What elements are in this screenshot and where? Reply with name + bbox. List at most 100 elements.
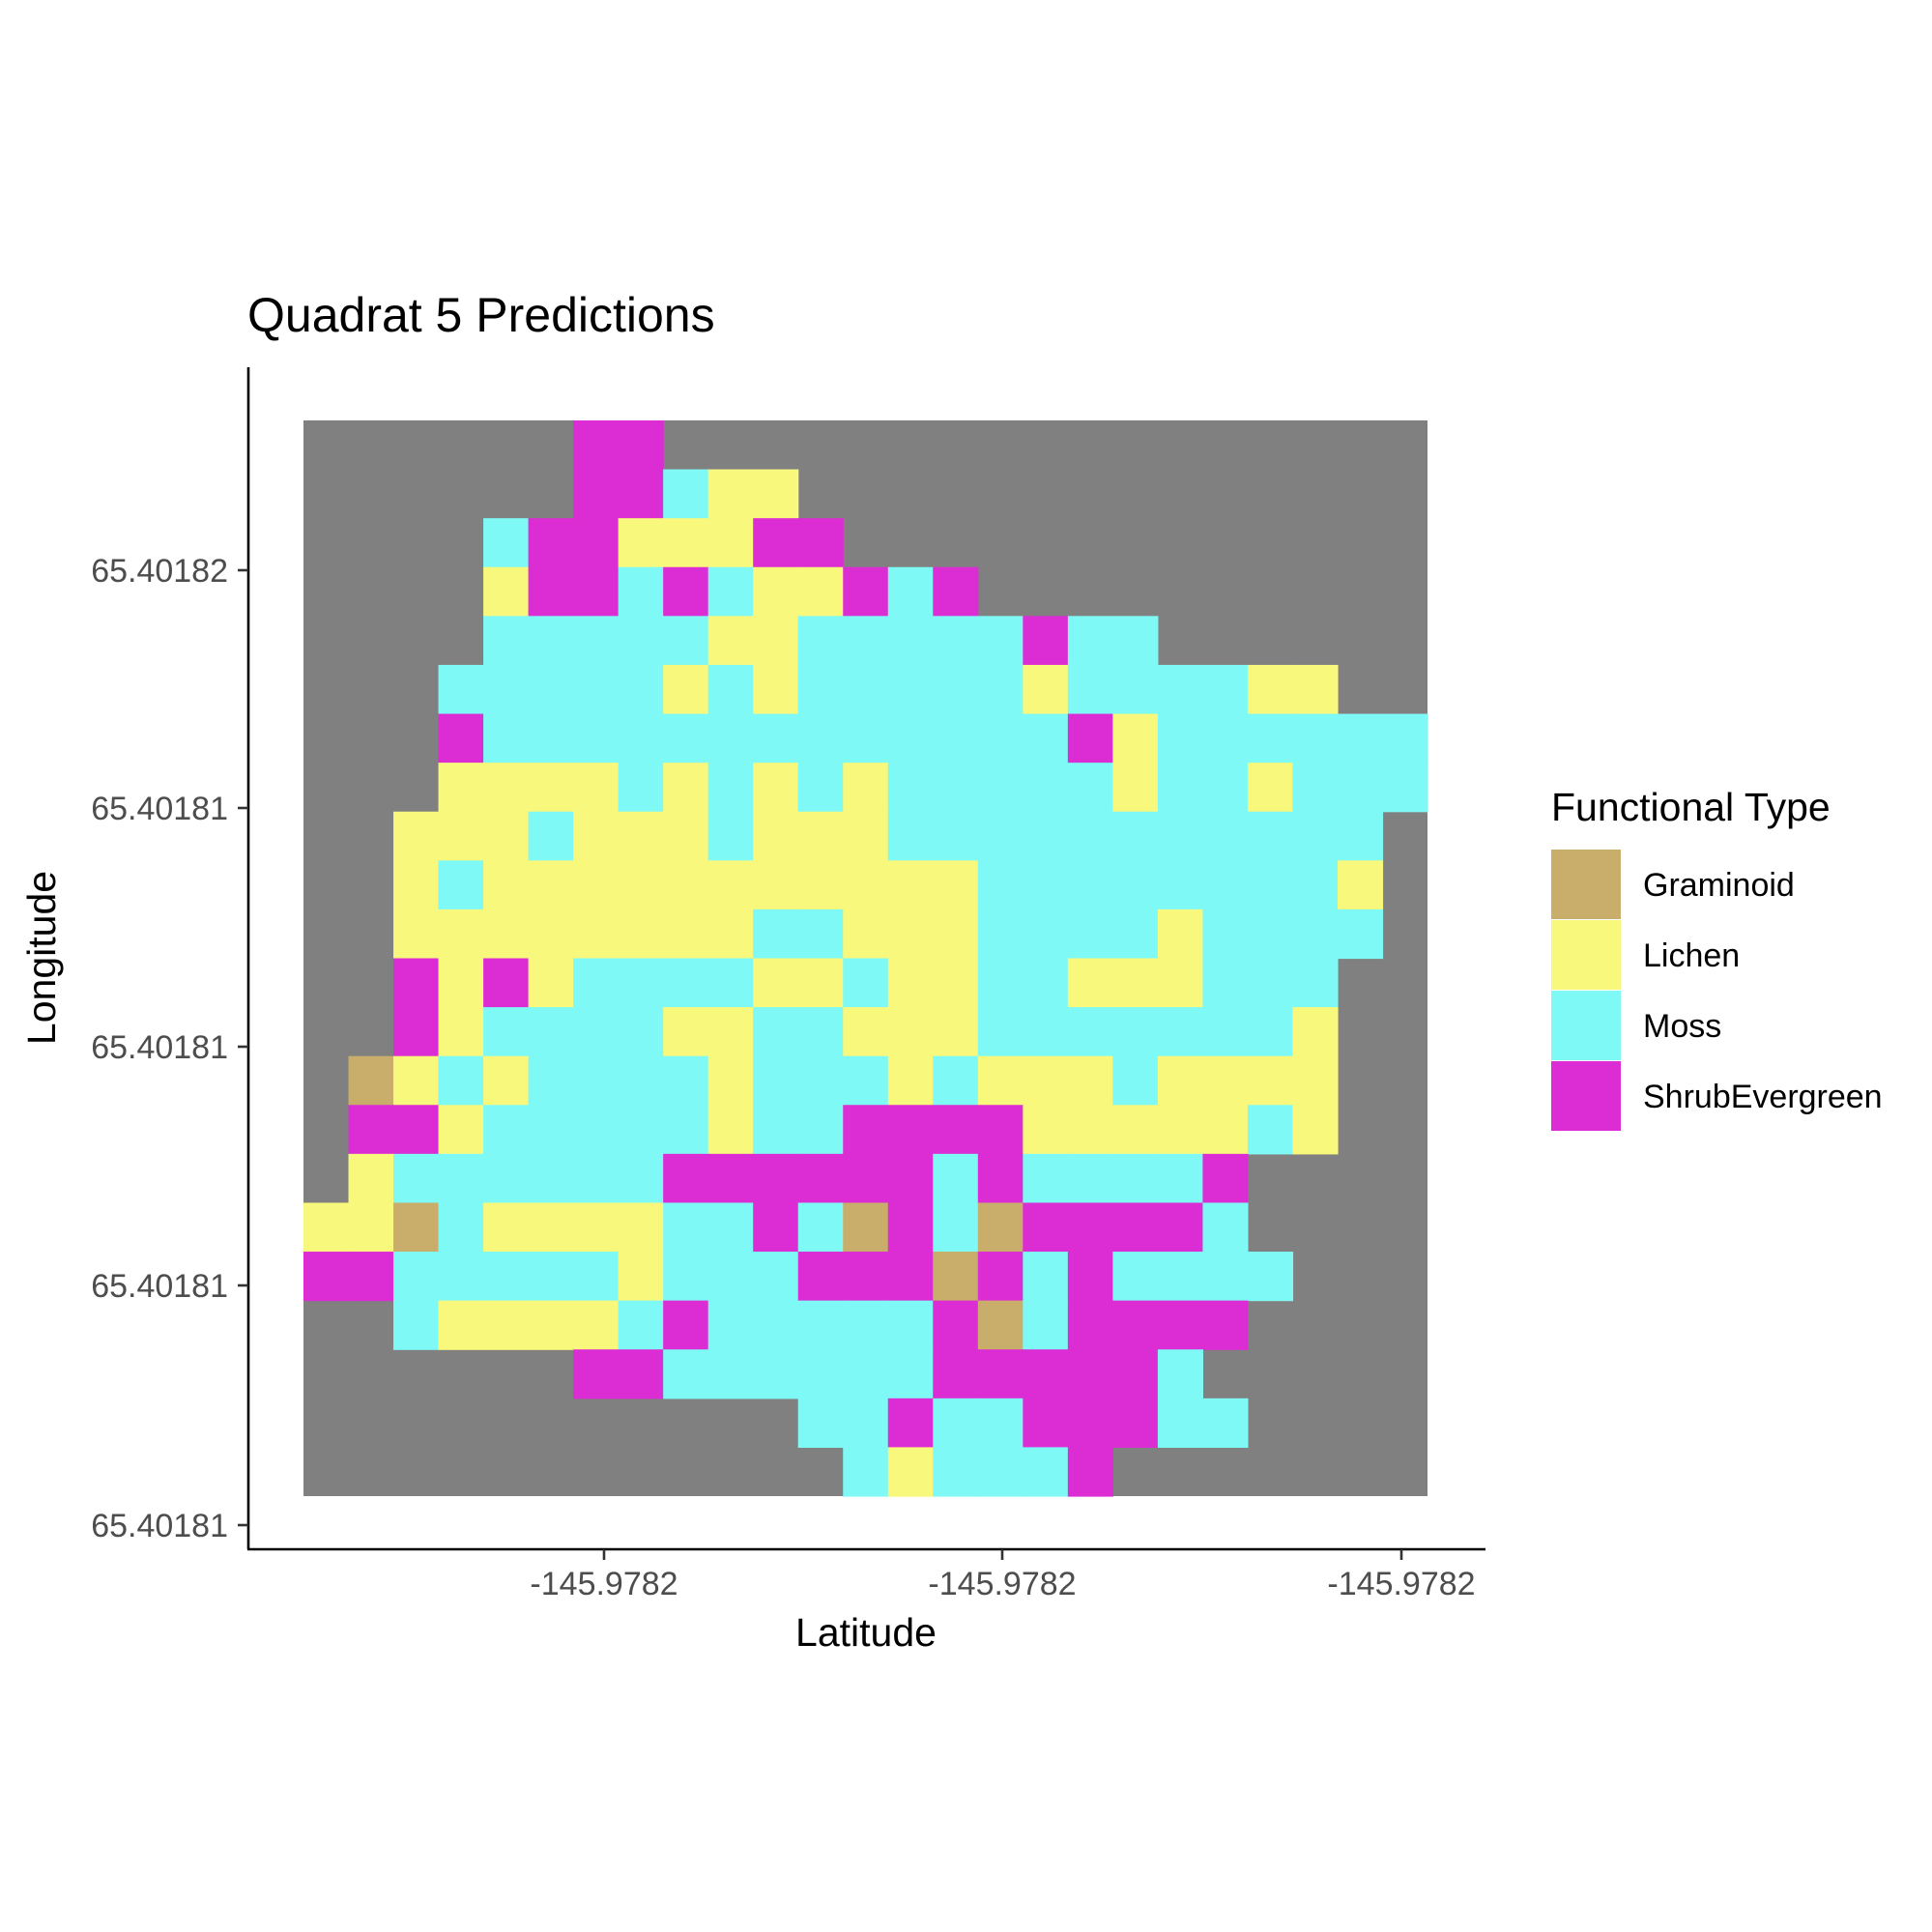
heatmap-tile [1202,1202,1249,1253]
heatmap-tile [528,860,574,910]
heatmap-tile [573,1300,620,1350]
heatmap-tile [707,566,754,617]
heatmap-tile [797,1105,844,1155]
heatmap-tile [843,1349,889,1399]
heatmap-tile [1067,1055,1113,1106]
heatmap-tile [1067,958,1113,1008]
heatmap-tile [933,1300,979,1350]
heatmap-tile [483,664,530,715]
heatmap-tile [573,1202,620,1253]
heatmap-tile [438,1105,484,1155]
heatmap-tile [1067,908,1113,960]
heatmap-tile [753,713,799,764]
heatmap-tile [528,1007,574,1057]
heatmap-tile [887,1300,934,1350]
heatmap-tile [887,1055,934,1106]
heatmap-tile [707,1105,754,1155]
heatmap-tile [887,713,934,764]
legend-swatch [1551,920,1621,990]
heatmap-tile [528,616,574,666]
heatmap-tile [753,518,799,568]
heatmap-tile [1112,763,1159,813]
heatmap-tile [483,1055,530,1106]
heatmap-tile [348,1055,394,1106]
heatmap-tile [797,1349,844,1399]
heatmap-tile [797,713,844,764]
heatmap-tile [933,664,979,715]
heatmap-tile [528,958,574,1008]
heatmap-tile [753,664,799,715]
heatmap-tile [887,1105,934,1155]
heatmap-tile [1157,1398,1203,1449]
heatmap-tile [797,1153,844,1204]
heatmap-tile [753,1202,799,1253]
heatmap-tile [977,763,1024,813]
heatmap-tile [1202,860,1249,910]
heatmap-tile [663,908,709,960]
heatmap-tile [483,860,530,910]
heatmap-tile [348,1105,394,1155]
heatmap-tile [528,1055,574,1106]
heatmap-tile [348,1153,394,1204]
heatmap-tile [618,1105,664,1155]
heatmap-tile [393,1300,440,1350]
heatmap-tile [1202,1153,1249,1204]
heatmap-tile [843,1202,889,1253]
heatmap-tile [933,1153,979,1204]
heatmap-tile [977,1300,1024,1350]
heatmap-tile [573,763,620,813]
heatmap-tile [797,1202,844,1253]
heatmap-tile [1112,616,1159,666]
heatmap-tile [887,908,934,960]
heatmap-tile [573,713,620,764]
heatmap-tile [707,908,754,960]
heatmap-tile [1067,811,1113,861]
heatmap-tile [528,811,574,861]
heatmap-tile [1067,1252,1113,1302]
heatmap-tile [573,566,620,617]
heatmap-tiles [303,420,1428,1497]
heatmap-tile [887,1153,934,1204]
heatmap-tile [528,1252,574,1302]
heatmap-tile [933,1447,979,1497]
heatmap-tile [1023,1300,1069,1350]
heatmap-tile [887,860,934,910]
heatmap-tile [1157,1300,1203,1350]
heatmap-tile [1337,860,1384,910]
heatmap-tile [977,860,1024,910]
heatmap-tile [438,811,484,861]
heatmap-tile [933,1202,979,1253]
heatmap-tile [1023,1349,1069,1399]
heatmap-tile [1067,1398,1113,1449]
heatmap-tile [483,1007,530,1057]
heatmap-tile [438,908,484,960]
heatmap-tile [393,1105,440,1155]
heatmap-tile [977,1202,1024,1253]
heatmap-tile [1202,1398,1249,1449]
heatmap-tile [1202,811,1249,861]
heatmap-tile [618,811,664,861]
heatmap-tile [753,908,799,960]
heatmap-tile [1157,1055,1203,1106]
heatmap-tile [1202,713,1249,764]
heatmap-tile [887,616,934,666]
heatmap-tile [1292,713,1339,764]
legend-title: Functional Type [1551,785,1831,829]
heatmap-tile [797,763,844,813]
heatmap-tile [528,566,574,617]
heatmap-tile [483,713,530,764]
x-axis-title: Latitude [795,1610,937,1655]
heatmap-tile [1112,1252,1159,1302]
heatmap-tile [977,616,1024,666]
legend-swatch [1551,850,1621,919]
heatmap-tile [1157,713,1203,764]
heatmap-tile [843,811,889,861]
heatmap-tile [797,1398,844,1449]
heatmap-tile [1292,1055,1339,1106]
heatmap-tile [753,811,799,861]
heatmap-tile [528,1300,574,1350]
heatmap-tile [753,1252,799,1302]
heatmap-tile [1247,860,1294,910]
heatmap-tile [933,763,979,813]
heatmap-tile [573,420,620,471]
